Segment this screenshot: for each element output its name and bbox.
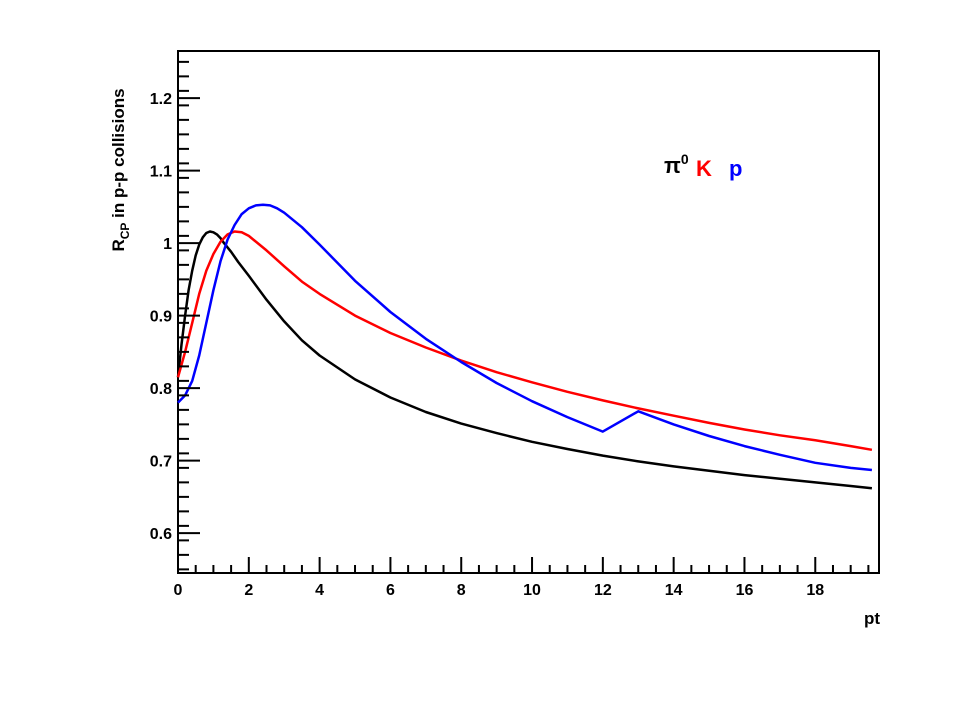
x-tick-label: 0 [174, 582, 183, 599]
x-tick-label: 2 [244, 582, 253, 599]
x-tick-label: 10 [523, 582, 541, 599]
y-tick-label: 1.1 [150, 164, 172, 181]
series-pi0-line [176, 230, 873, 490]
y-tick-label: 0.7 [150, 454, 172, 471]
x-axis-label: pt [864, 609, 880, 628]
y-tick-label: 1.2 [150, 91, 172, 108]
series-layer [176, 203, 873, 490]
y-tick-label: 0.6 [150, 526, 172, 543]
legend-pi0-base: π [664, 153, 681, 178]
legend-entry-p: p [729, 156, 742, 181]
y-axis-label-rest: in p-p collisions [109, 88, 128, 222]
x-tick-label: 4 [315, 582, 324, 599]
series-k-line [176, 230, 873, 452]
axes-layer [177, 60, 870, 573]
legend-entry-pi0: π0 [664, 151, 689, 178]
legend: π0 K p [664, 151, 742, 181]
y-tick-label: 0.9 [150, 309, 172, 326]
y-tick-label: 0.8 [150, 381, 172, 398]
x-tick-label: 6 [386, 582, 395, 599]
x-tick-label: 12 [594, 582, 612, 599]
x-tick-label: 18 [806, 582, 824, 599]
y-tick-label: 1 [163, 236, 172, 253]
y-axis-label-sub: CP [118, 223, 132, 240]
x-tick-label: 14 [665, 582, 683, 599]
plot-frame [177, 50, 880, 574]
x-tick-label: 8 [457, 582, 466, 599]
labels-layer: 0 2 4 6 8 10 12 14 16 18 0.6 0.7 0.8 0.9 1 1.1 1.2 [150, 91, 825, 599]
y-axis-label-main: R [109, 239, 128, 251]
x-tick-label: 16 [736, 582, 754, 599]
legend-entry-k: K [696, 156, 712, 181]
y-axis-label: RCP in p-p collisions [109, 88, 132, 251]
series-p-line [177, 203, 873, 472]
legend-pi0-sup: 0 [681, 151, 689, 167]
